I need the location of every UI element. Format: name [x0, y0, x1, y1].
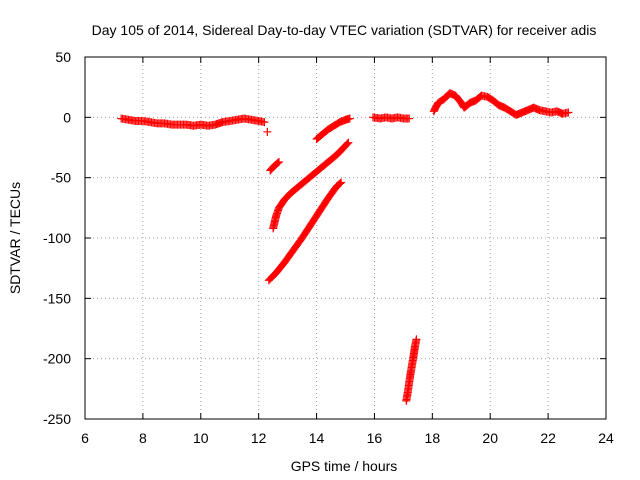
- x-tick-label: 8: [139, 430, 147, 446]
- data-point: [260, 118, 269, 127]
- x-tick-label: 24: [598, 430, 614, 446]
- series-deep-dip-17h: [402, 335, 421, 405]
- x-tick-label: 18: [425, 430, 441, 446]
- data-point: [336, 179, 345, 188]
- x-tick-label: 12: [251, 430, 267, 446]
- data-points: [117, 89, 573, 405]
- y-tick-label: -200: [43, 351, 71, 367]
- data-point: [273, 158, 282, 167]
- chart-title: Day 105 of 2014, Sidereal Day-to-day VTE…: [92, 22, 597, 38]
- series-near-zero-track-b: [368, 113, 414, 123]
- x-tick-label: 16: [367, 430, 383, 446]
- data-point: [475, 93, 484, 102]
- data-point: [337, 178, 346, 187]
- series-late-positive-track: [429, 89, 573, 119]
- series-outlier-12-3h: [263, 127, 272, 136]
- series-steep-recovery-track: [269, 138, 353, 233]
- x-tick-label: 10: [193, 430, 209, 446]
- y-tick-label: -50: [51, 170, 71, 186]
- series-short-recovery-14h: [312, 114, 354, 144]
- x-tick-label: 14: [309, 430, 325, 446]
- x-tick-label: 20: [482, 430, 498, 446]
- axis-ticks: [84, 56, 607, 420]
- series-long-linear-track: [264, 178, 346, 285]
- data-point: [405, 114, 414, 123]
- data-point: [412, 335, 421, 344]
- x-tick-label: 6: [81, 430, 89, 446]
- x-tick-label: 22: [540, 430, 556, 446]
- y-tick-label: -100: [43, 230, 71, 246]
- y-tick-label: -250: [43, 411, 71, 427]
- y-tick-label: -150: [43, 290, 71, 306]
- y-tick-label: 50: [55, 49, 71, 65]
- data-point: [345, 114, 354, 123]
- data-point: [342, 140, 351, 149]
- data-point: [274, 157, 283, 166]
- data-point: [564, 108, 573, 117]
- y-axis-label: SDTVAR / TECUs: [7, 182, 23, 294]
- data-point: [343, 139, 352, 148]
- data-point: [344, 138, 353, 147]
- series-short-drop-12-4h: [266, 157, 283, 175]
- y-tick-label: 0: [63, 109, 71, 125]
- x-axis-label: GPS time / hours: [291, 458, 398, 474]
- series-near-zero-track-a: [117, 114, 269, 130]
- axis-tick-labels: 6 8 10 12 14 16 18 20 22 24 50 0 -50 -100 -150 -200 -250: [43, 49, 614, 446]
- data-point: [263, 127, 272, 136]
